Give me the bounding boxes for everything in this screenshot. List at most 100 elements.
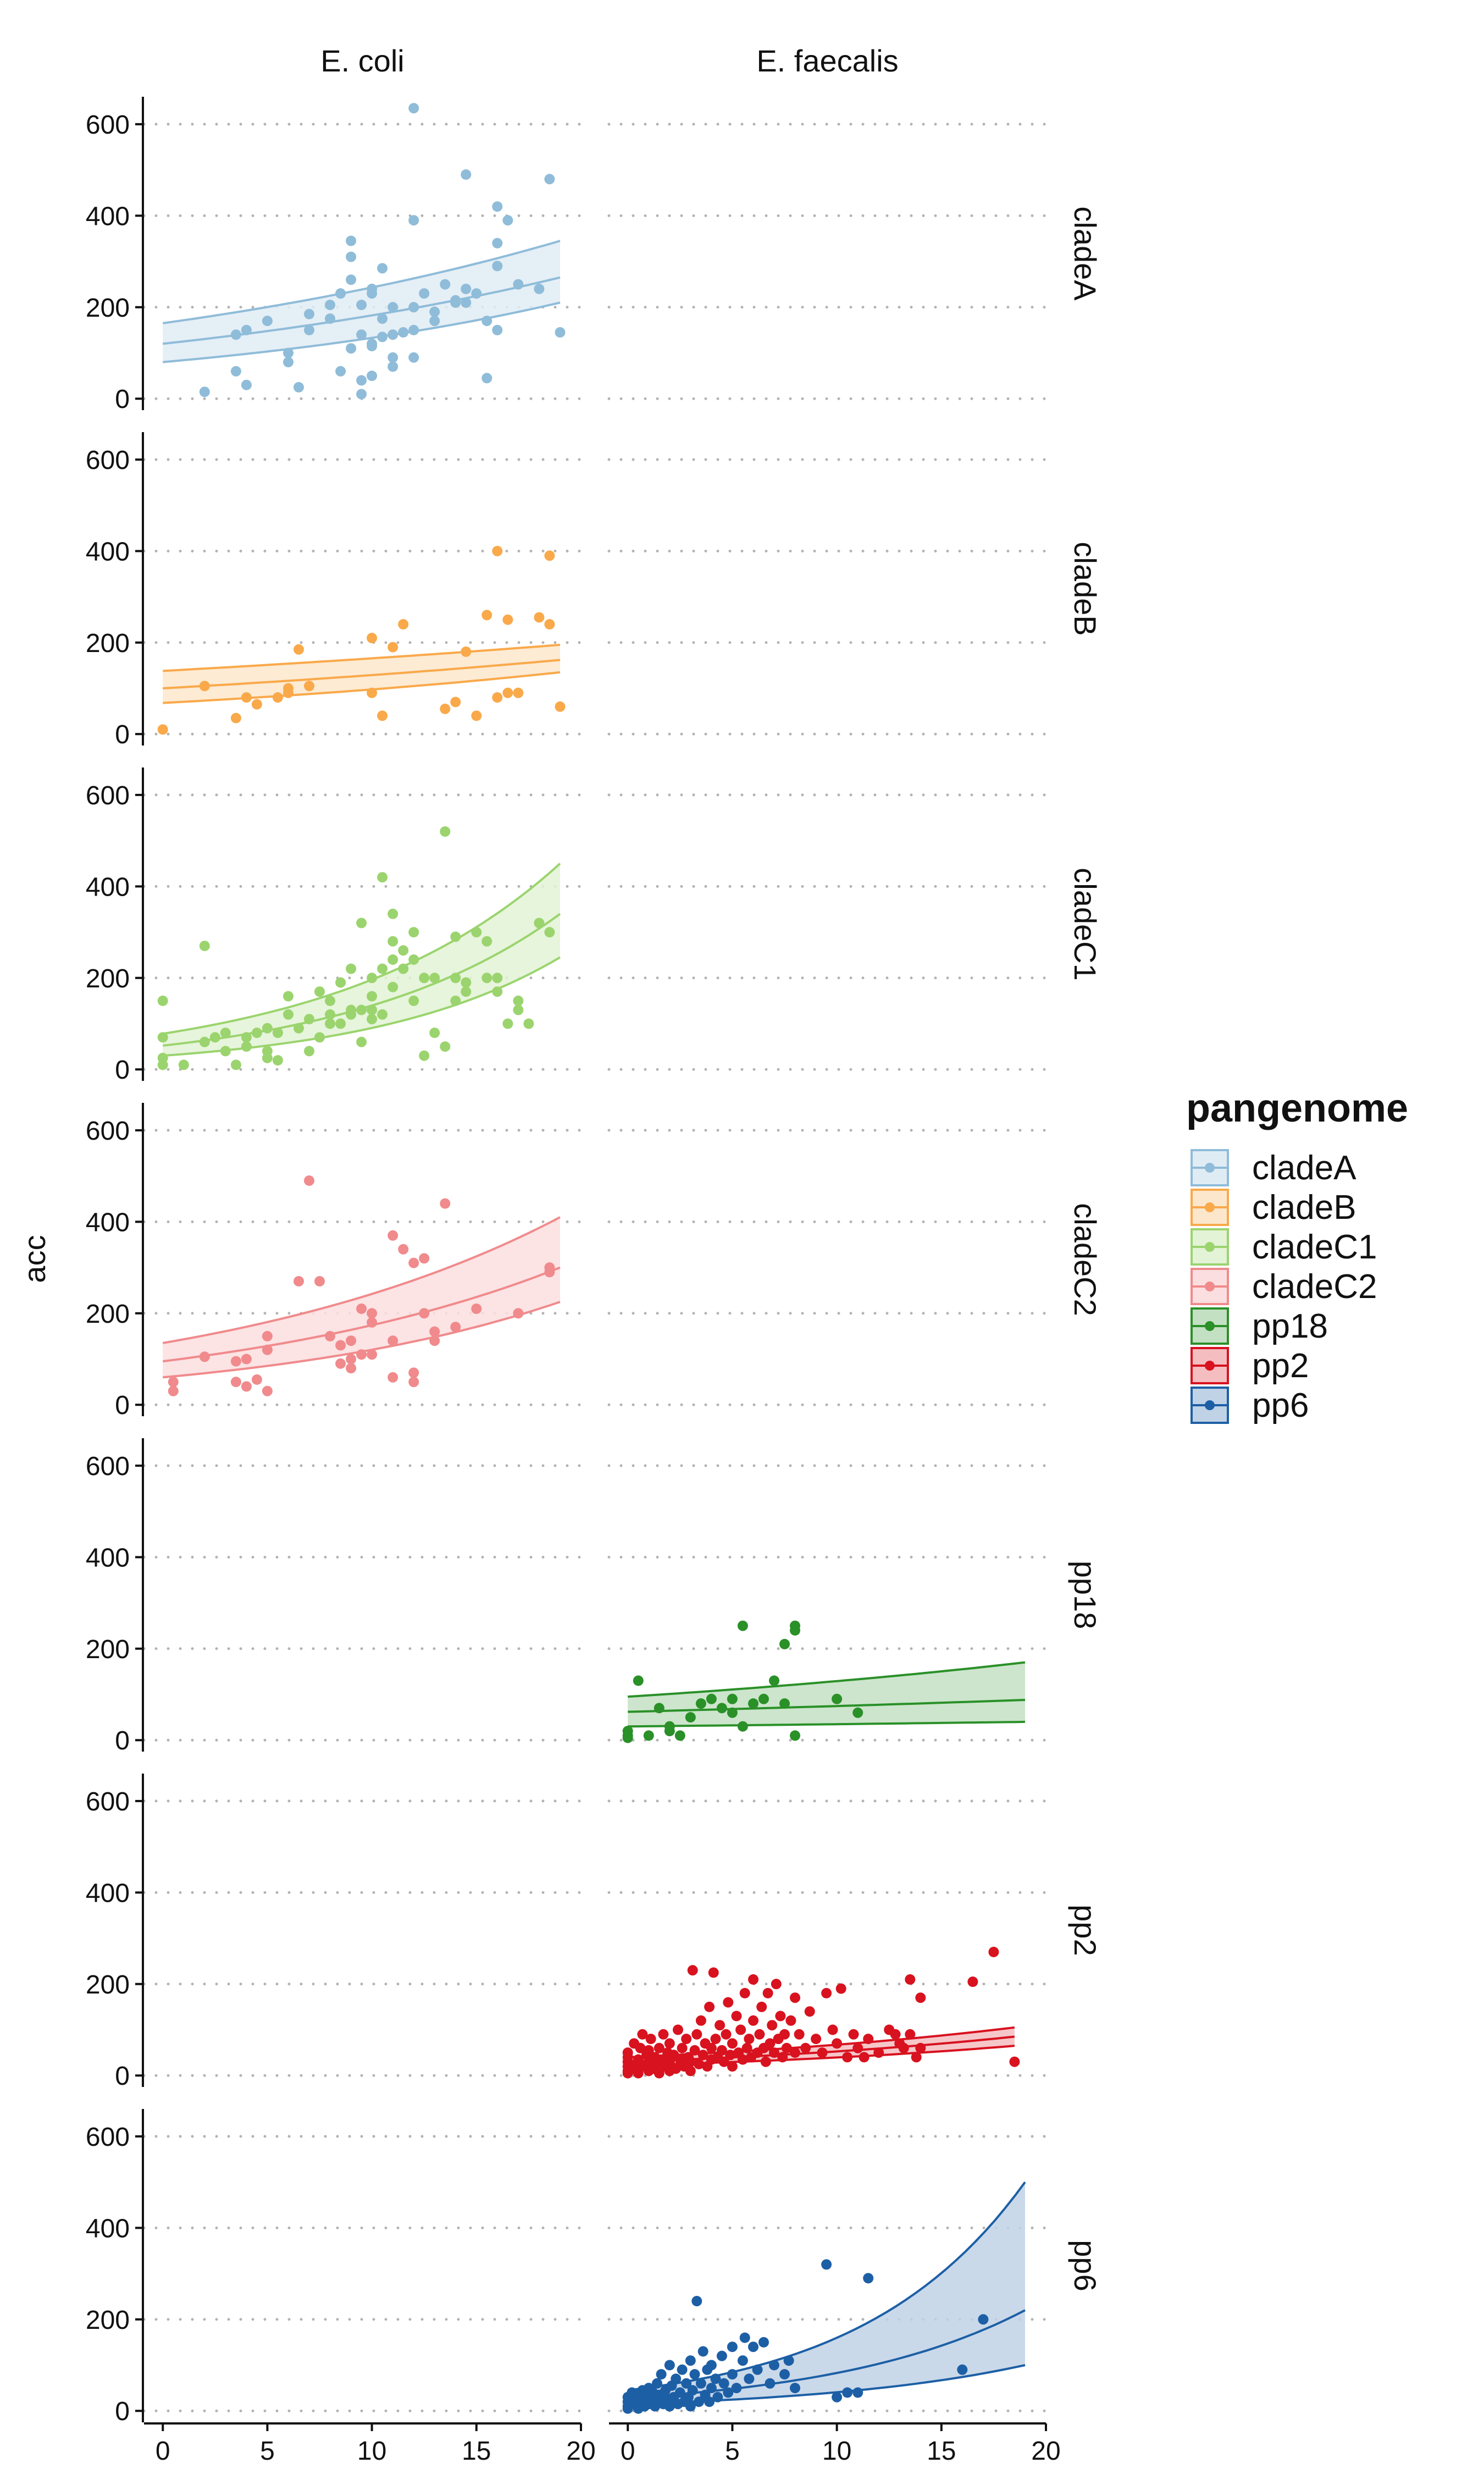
data-point-cladeA <box>461 284 472 294</box>
data-point-pp6 <box>790 2383 800 2394</box>
data-point-cladeC1 <box>377 1009 388 1020</box>
data-point-pp2 <box>762 1987 773 1998</box>
data-point-cladeC1 <box>199 941 210 951</box>
data-point-cladeC1 <box>356 918 367 929</box>
band-edge-upper-pp6 <box>627 2181 1026 2392</box>
data-point-cladeC2 <box>419 1253 430 1264</box>
data-point-pp2 <box>654 2042 665 2053</box>
data-point-pp6 <box>671 2373 682 2384</box>
data-point-cladeC2 <box>304 1175 314 1186</box>
data-point-cladeA <box>555 327 566 338</box>
data-point-pp6 <box>978 2314 989 2325</box>
fit-line-cladeA <box>162 276 561 345</box>
data-point-cladeC1 <box>325 1018 335 1029</box>
data-point-cladeC2 <box>251 1374 262 1385</box>
data-point-cladeA <box>429 316 440 327</box>
legend-label-pp2: pp2 <box>1252 1347 1309 1385</box>
data-point-cladeA <box>346 343 357 354</box>
data-point-pp6 <box>695 2378 706 2389</box>
data-point-pp2 <box>735 2024 746 2035</box>
data-point-pp2 <box>731 2011 742 2022</box>
data-point-pp2 <box>785 2015 796 2026</box>
data-point-cladeC1 <box>387 981 398 992</box>
data-point-cladeC1 <box>325 995 335 1006</box>
x-tick-label: 15 <box>927 2437 956 2466</box>
data-point-pp2 <box>715 2020 726 2031</box>
data-point-pp2 <box>643 2045 654 2056</box>
data-point-cladeC1 <box>461 977 472 988</box>
facet-strip-layer: E. coli E. faecalis cladeA cladeB cladeC1 cla… <box>320 43 1103 2291</box>
data-point-pp2 <box>771 1979 782 1990</box>
data-point-pp2 <box>905 2029 916 2040</box>
data-point-pp2 <box>695 2015 706 2026</box>
y-tick-label: 600 <box>86 1117 130 1146</box>
data-point-pp2 <box>767 2020 778 2031</box>
data-point-pp2 <box>645 2034 656 2045</box>
data-point-cladeC2 <box>262 1330 273 1341</box>
data-point-pp2 <box>775 2011 786 2022</box>
data-point-cladeB <box>471 710 482 721</box>
data-point-pp2 <box>739 1987 750 1998</box>
data-point-cladeC1 <box>429 973 440 984</box>
data-point-cladeC1 <box>178 1059 189 1070</box>
band-edge-lower-cladeC1 <box>163 956 561 1057</box>
data-point-pp2 <box>677 2042 688 2053</box>
band-edge-lower-pp2 <box>628 2045 1015 2067</box>
data-point-cladeC1 <box>502 1018 513 1029</box>
data-point-pp2 <box>1009 2056 1020 2067</box>
data-point-cladeA <box>502 215 513 226</box>
data-point-cladeC1 <box>387 908 398 919</box>
data-point-cladeA <box>429 306 440 317</box>
data-point-pp2 <box>852 2042 863 2053</box>
legend-key-point <box>1205 1282 1215 1291</box>
column-strip-e-faecalis: E. faecalis <box>756 43 898 78</box>
data-point-pp2 <box>859 2052 870 2063</box>
data-point-cladeA <box>492 238 503 248</box>
y-tick-label: 400 <box>86 202 130 231</box>
data-point-pp18 <box>664 1726 675 1737</box>
data-point-pp18 <box>622 1732 633 1743</box>
data-point-pp2 <box>710 2034 721 2045</box>
data-point-pp2 <box>779 2029 790 2040</box>
data-point-pp2 <box>727 2038 738 2049</box>
data-point-cladeC2 <box>408 1367 419 1378</box>
y-tick-label: 200 <box>86 629 130 658</box>
data-point-cladeC1 <box>314 986 325 997</box>
data-point-cladeA <box>408 103 419 114</box>
data-point-cladeC2 <box>408 1257 419 1268</box>
data-point-pp18 <box>779 1639 790 1649</box>
data-point-pp18 <box>748 1698 758 1709</box>
band-edge-upper-pp2 <box>628 2026 1015 2058</box>
data-point-cladeA <box>461 169 472 180</box>
data-point-cladeC1 <box>356 1036 367 1047</box>
data-point-cladeA <box>544 174 555 185</box>
data-point-cladeC1 <box>367 1014 378 1025</box>
data-point-pp2 <box>754 2029 765 2040</box>
x-tick-label: 5 <box>260 2437 275 2466</box>
data-point-cladeC1 <box>419 973 430 984</box>
data-point-pp6 <box>656 2369 667 2380</box>
data-point-cladeA <box>408 352 419 363</box>
data-point-pp6 <box>685 2355 696 2366</box>
data-point-pp18 <box>706 1693 717 1704</box>
data-point-pp6 <box>739 2332 750 2343</box>
data-point-pp2 <box>804 2006 815 2017</box>
data-point-layer <box>157 103 1020 2414</box>
data-point-pp6 <box>727 2342 738 2352</box>
y-tick-label: 0 <box>115 720 130 749</box>
data-point-cladeC1 <box>230 1059 241 1070</box>
data-point-pp2 <box>633 2068 644 2079</box>
data-point-cladeB <box>502 687 513 698</box>
data-point-pp6 <box>706 2360 717 2371</box>
data-point-cladeA <box>387 302 398 313</box>
band-edge-upper-cladeC1 <box>162 863 561 1035</box>
legend-item-pp2: pp2 <box>1190 1347 1309 1385</box>
band-edge-upper-cladeC2 <box>162 1216 561 1344</box>
data-point-cladeC2 <box>241 1381 252 1392</box>
data-point-cladeC2 <box>471 1304 482 1314</box>
y-tick-label: 0 <box>115 1391 130 1420</box>
data-point-cladeC1 <box>241 1041 252 1052</box>
data-point-cladeC1 <box>335 977 346 988</box>
data-point-cladeC2 <box>230 1356 241 1367</box>
data-point-cladeA <box>346 274 357 285</box>
